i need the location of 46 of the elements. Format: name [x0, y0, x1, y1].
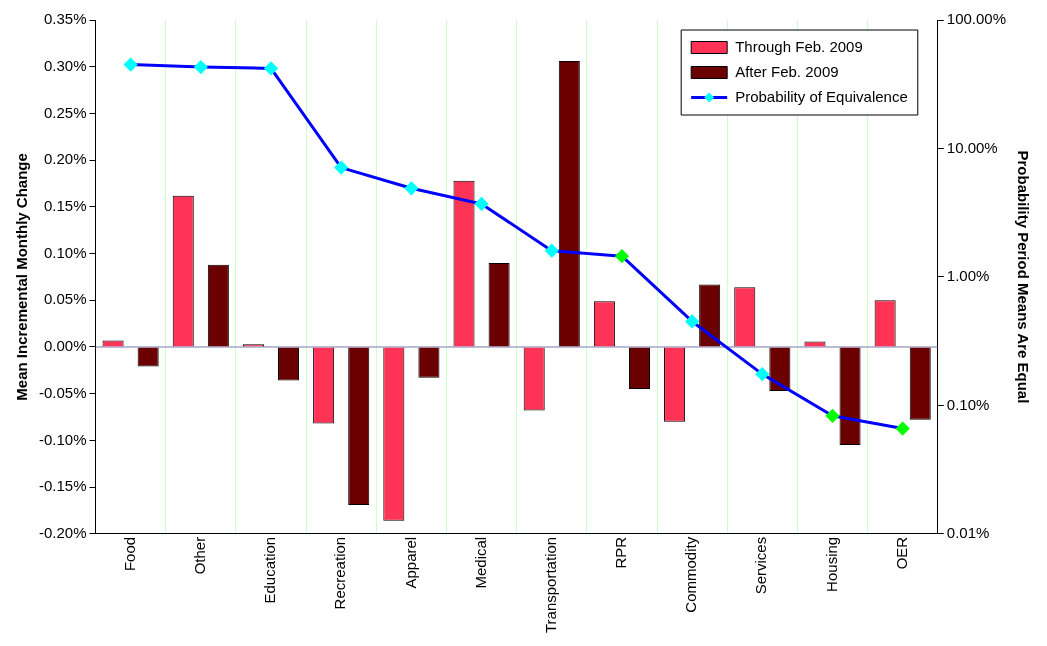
x-tick-label: Education	[261, 536, 279, 604]
x-tick-label: Commodity	[682, 536, 700, 613]
x-tick-label: RPR	[612, 536, 630, 569]
y-tick-label: 0.20%	[43, 150, 87, 168]
x-tick-label: Housing	[822, 536, 840, 592]
x-tick-label: Medical	[471, 536, 489, 589]
x-tick-label: Other	[190, 536, 208, 575]
point	[826, 409, 839, 423]
point	[545, 244, 559, 258]
point	[685, 314, 699, 328]
legend-label: After Feb. 2009	[735, 62, 839, 80]
y2-tick-label: 10.00%	[946, 138, 998, 156]
y-tick-label: 0.05%	[43, 290, 87, 308]
x-tick-label: OER	[892, 536, 910, 570]
point	[615, 249, 629, 263]
y-tick-label: 0.15%	[43, 196, 87, 214]
y-tick-label: 0.00%	[43, 337, 87, 355]
x-tick-label: Apparel	[401, 536, 419, 589]
y-axis-title: Mean Incremental Monthly Change	[13, 153, 31, 401]
point	[896, 422, 910, 436]
point	[264, 61, 278, 75]
y2-axis-title: Probability Period Means Are Equal	[1014, 150, 1032, 404]
y2-tick-label: 0.01%	[946, 523, 990, 541]
point	[404, 181, 418, 195]
y-tick-label: 0.35%	[43, 10, 87, 28]
point	[755, 367, 769, 381]
y-tick-label: 0.10%	[43, 243, 87, 261]
x-tick-label: Recreation	[331, 536, 349, 610]
point	[334, 161, 348, 175]
y2-tick-label: 1.00%	[946, 267, 990, 285]
y-tick-label: 0.30%	[43, 56, 87, 74]
point	[194, 60, 208, 74]
legend-label: Probability of Equivalence	[735, 87, 908, 105]
x-tick-label: Services	[752, 536, 770, 595]
y-tick-label: -0.10%	[39, 430, 87, 448]
y-tick-label: -0.15%	[39, 477, 87, 495]
point	[124, 58, 138, 72]
y-tick-label: -0.20%	[39, 523, 87, 541]
x-tick-label: Food	[120, 536, 138, 572]
x-tick-label: Transportation	[541, 536, 559, 634]
y2-tick-label: 0.10%	[946, 395, 990, 413]
y-tick-label: -0.05%	[39, 383, 87, 401]
legend-label: Through Feb. 2009	[735, 37, 863, 55]
point	[475, 197, 489, 211]
y-tick-label: 0.25%	[43, 103, 87, 121]
y2-tick-label: 100.00%	[946, 10, 1006, 28]
